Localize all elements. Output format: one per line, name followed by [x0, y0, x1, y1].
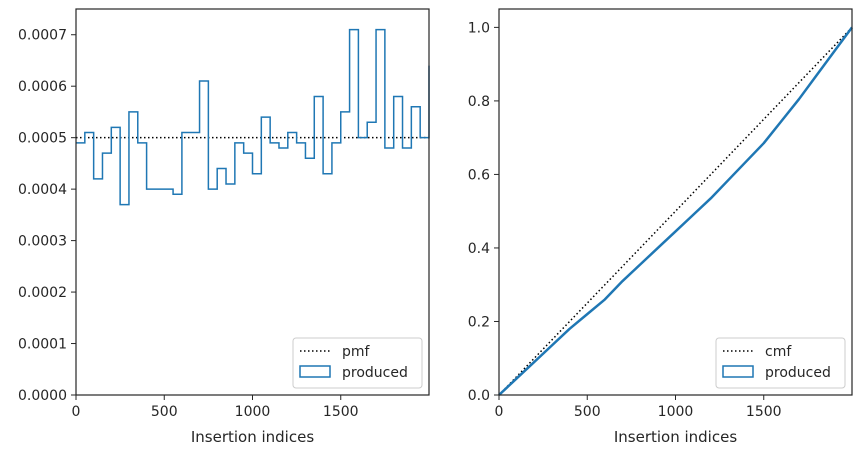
cmf-axes-frame	[498, 8, 853, 396]
produced-cumulative-line	[498, 26, 854, 396]
cmf-y-tick-label: 0.0	[468, 388, 490, 404]
cmf-y-axis: 0.0 0.2 0.4 0.6 0.8 1.0	[468, 20, 499, 404]
cmf-x-tick-label: 1500	[746, 404, 782, 420]
pmf-x-axis: 0 500 1000 1500	[72, 395, 359, 420]
cmf-x-axis-label: Insertion indices	[614, 428, 737, 446]
cmf-x-tick-label: 1000	[658, 404, 694, 420]
cmf-y-tick-label: 1.0	[468, 20, 490, 36]
cmf-legend: cmf produced	[715, 337, 846, 389]
pmf-y-tick-label: 0.0007	[18, 28, 67, 44]
pmf-x-tick-label: 1000	[235, 404, 271, 420]
pmf-y-tick-label: 0.0000	[18, 388, 67, 404]
pmf-legend: pmf produced	[292, 337, 423, 389]
cmf-x-axis: 0 500 1000 1500	[495, 395, 782, 420]
pmf-y-tick-label: 0.0001	[18, 337, 67, 353]
pmf-x-tick-label: 1500	[323, 404, 359, 420]
produced-cmf-legend-label: produced	[765, 365, 831, 381]
cmf-y-tick-label: 0.4	[468, 241, 490, 257]
cmf-reference-line	[498, 26, 853, 396]
cmf-legend-label: cmf	[765, 344, 792, 360]
pmf-y-tick-label: 0.0004	[18, 182, 67, 198]
pmf-y-tick-label: 0.0002	[18, 285, 67, 301]
pmf-y-tick-label: 0.0003	[18, 234, 67, 250]
pmf-chart: 0 500 1000 1500 0.00000.00010.00020.00030.0…	[18, 8, 430, 446]
produced-step-line	[76, 28, 430, 206]
pmf-y-tick-label: 0.0005	[18, 131, 67, 147]
cmf-plot-area	[498, 26, 854, 396]
pmf-y-tick-label: 0.0006	[18, 79, 67, 95]
pmf-x-tick-label: 500	[151, 404, 178, 420]
cmf-y-tick-label: 0.6	[468, 167, 490, 183]
pmf-legend-label: pmf	[342, 344, 371, 360]
pmf-x-axis-label: Insertion indices	[191, 428, 314, 446]
cmf-y-tick-label: 0.8	[468, 94, 490, 110]
produced-legend-label: produced	[342, 365, 408, 381]
cmf-x-tick-label: 500	[574, 404, 601, 420]
pmf-plot-area	[76, 28, 430, 206]
produced-cmf-legend-marker	[722, 365, 754, 378]
cmf-y-tick-label: 0.2	[468, 314, 490, 330]
pmf-axes-frame	[75, 8, 430, 396]
cmf-chart: 0 500 1000 1500 0.0 0.2 0.4 0.6 0.8 1.0 Insertio…	[468, 8, 854, 446]
pmf-x-tick-label: 0	[72, 404, 81, 420]
produced-legend-marker	[299, 365, 331, 378]
cmf-x-tick-label: 0	[495, 404, 504, 420]
pmf-y-axis: 0.0000 0.0001 0.0002 0.0003 0.0004 0.0005 0.00…	[18, 28, 76, 404]
